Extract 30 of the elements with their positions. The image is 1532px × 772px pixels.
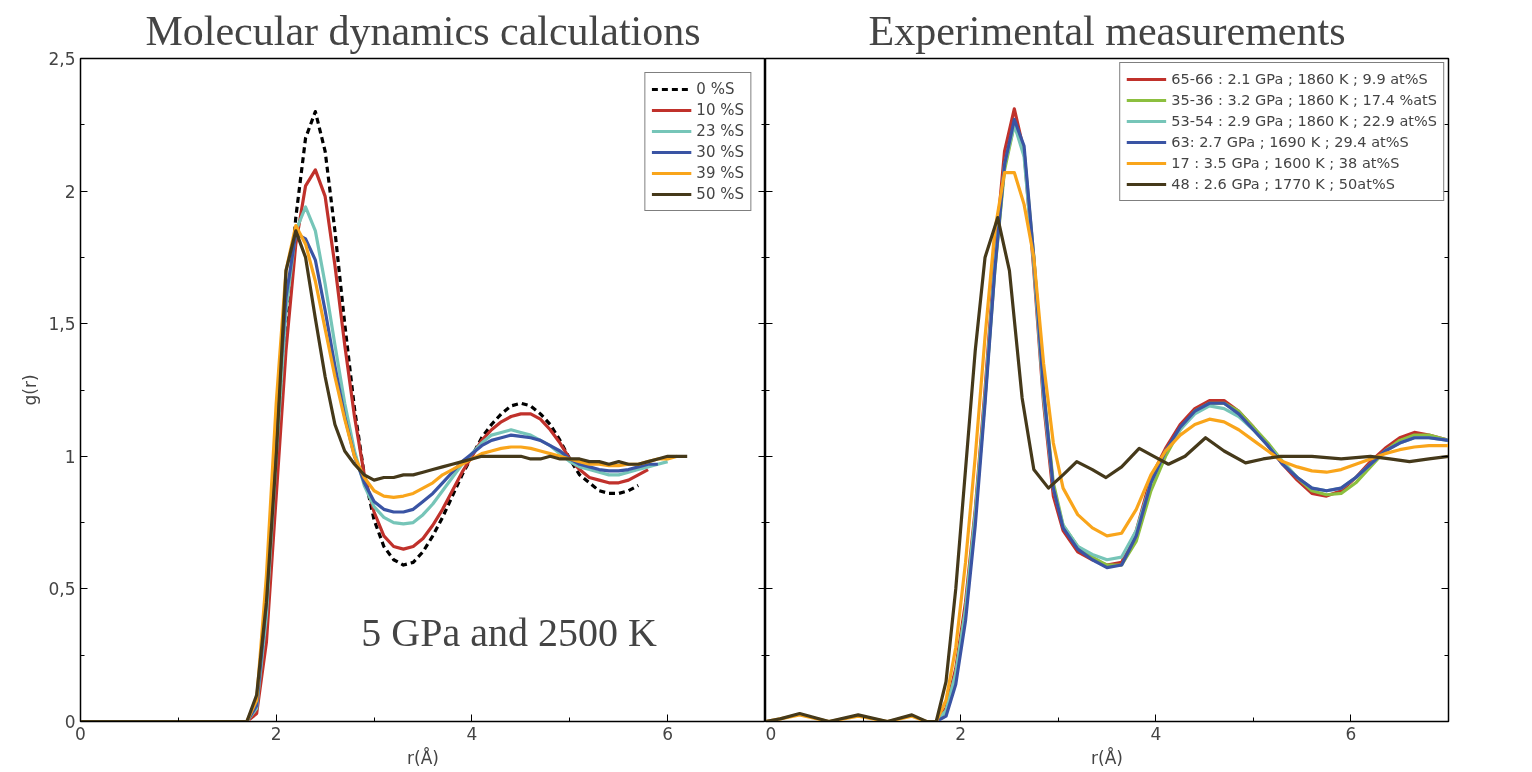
x-tick-label: 4 (1150, 723, 1162, 744)
x-tick-label: 0 (765, 723, 777, 744)
x-tick-label: 2 (955, 723, 967, 744)
x-tick-label: 6 (662, 723, 674, 744)
legend-label: 0 %S (696, 80, 735, 98)
legend-label: 65-66 : 2.1 GPa ; 1860 K ; 9.9 at%S (1171, 71, 1428, 87)
annotation: 5 GPa and 2500 K (361, 610, 657, 656)
x-axis-title: r(Å) (407, 746, 439, 768)
x-tick-label: 6 (1345, 723, 1357, 744)
y-axis-title: g(r) (20, 374, 41, 406)
legend-label: 30 %S (696, 143, 744, 161)
x-tick-label: 4 (466, 723, 478, 744)
legend-label: 23 %S (696, 122, 744, 140)
chart-title: Molecular dynamics calculations (145, 7, 701, 54)
legend-label: 35-36 : 3.2 GPa ; 1860 K ; 17.4 %atS (1171, 92, 1437, 108)
legend-label: 10 %S (696, 101, 744, 119)
legend-label: 39 %S (696, 164, 744, 182)
chart-title: Experimental measurements (868, 7, 1346, 54)
legend-label: 17 : 3.5 GPa ; 1600 K ; 38 at%S (1171, 155, 1400, 171)
y-tick-label: 1 (64, 446, 76, 467)
y-tick-label: 1,5 (48, 314, 76, 335)
legend-label: 53-54 : 2.9 GPa ; 1860 K ; 22.9 at%S (1171, 113, 1437, 129)
legend-label: 48 : 2.6 GPa ; 1770 K ; 50at%S (1171, 176, 1395, 192)
y-tick-label: 2 (64, 181, 76, 202)
x-axis-title: r(Å) (1091, 746, 1123, 768)
y-tick-label: 2,5 (48, 49, 76, 69)
legend-label: 50 %S (696, 185, 744, 203)
y-tick-label: 0,5 (48, 579, 76, 600)
legend-label: 63: 2.7 GPa ; 1690 K ; 29.4 at%S (1171, 134, 1409, 150)
x-tick-label: 2 (270, 723, 282, 744)
